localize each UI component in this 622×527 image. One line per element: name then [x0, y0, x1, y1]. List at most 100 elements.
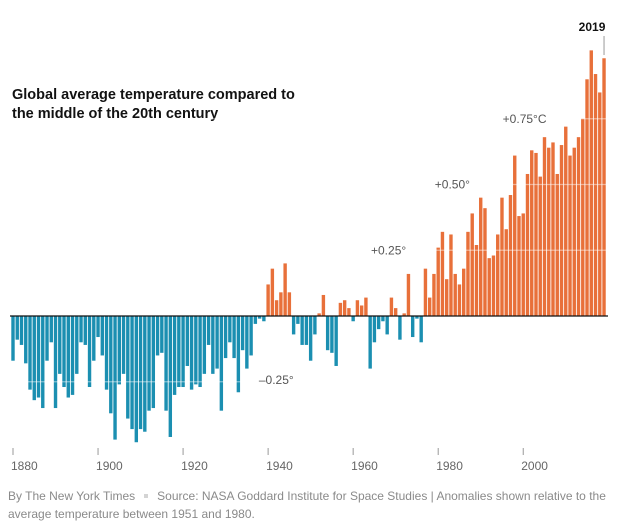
- bar-1929: [219, 316, 224, 411]
- bar-1960: [351, 316, 355, 322]
- gridline-annotation: –0.25°: [259, 373, 294, 387]
- gridline-annotation: +0.25°: [371, 243, 406, 257]
- bar-1937: [253, 316, 258, 324]
- bar-1986: [462, 268, 466, 316]
- bar-1894: [70, 316, 75, 395]
- bar-1943: [279, 292, 283, 316]
- bar-1955: [330, 316, 334, 353]
- bar-1900: [96, 316, 100, 338]
- bar-1999: [517, 216, 521, 316]
- bar-1998: [513, 155, 517, 316]
- bar-1980: [436, 247, 440, 316]
- bar-2009: [559, 145, 564, 316]
- bar-1885: [32, 316, 36, 401]
- bar-2007: [551, 142, 555, 316]
- source-note: Source: NASA Goddard Institute for Space…: [8, 489, 606, 521]
- bar-1948: [300, 316, 304, 345]
- bar-1950: [308, 316, 313, 361]
- bar-1945: [287, 292, 292, 316]
- bar-1958: [342, 300, 347, 316]
- bar-2016: [589, 50, 593, 317]
- bar-1975: [415, 316, 419, 319]
- bar-1939: [262, 316, 266, 322]
- bar-1881: [15, 316, 19, 340]
- bars-group: [11, 50, 606, 443]
- bar-2018: [598, 92, 602, 316]
- bar-2017: [593, 74, 598, 316]
- gridline-annotation: +0.75°C: [503, 112, 547, 126]
- bar-1924: [198, 316, 202, 388]
- bar-1993: [491, 255, 496, 316]
- bar-2001: [525, 173, 530, 316]
- x-tick-label-2000: 2000: [521, 459, 548, 473]
- gridline-annotation: +0.50°: [435, 178, 470, 192]
- bar-1913: [151, 316, 156, 409]
- bar-1923: [194, 316, 198, 385]
- bar-1886: [36, 316, 41, 398]
- bar-1895: [75, 316, 79, 374]
- x-axis: 1880 1900 1920 1940 1960 1980 2000: [11, 448, 548, 473]
- bar-1897: [83, 316, 87, 345]
- x-tick-label-1920: 1920: [181, 459, 208, 473]
- bar-1935: [245, 316, 249, 369]
- bar-1904: [113, 316, 117, 440]
- bar-1976: [419, 316, 423, 343]
- bar-1994: [496, 234, 500, 316]
- bar-1896: [79, 316, 83, 343]
- footer: By The New York Times Source: NASA Goddar…: [8, 487, 613, 523]
- bar-1884: [28, 316, 32, 390]
- bar-1887: [41, 316, 45, 409]
- x-tick-label-1960: 1960: [351, 459, 378, 473]
- bar-2019: [602, 58, 606, 316]
- bar-1909: [134, 316, 139, 443]
- bar-1921: [185, 316, 190, 366]
- bar-2012: [572, 147, 576, 316]
- byline: By The New York Times: [8, 489, 136, 503]
- bar-1966: [376, 316, 381, 330]
- bar-1890: [53, 316, 58, 409]
- bar-2015: [585, 79, 589, 316]
- bar-1964: [368, 316, 372, 369]
- bar-1893: [66, 316, 70, 398]
- bar-1992: [487, 258, 491, 316]
- bar-1940: [266, 284, 270, 316]
- bar-1984: [453, 273, 457, 316]
- bar-1956: [334, 316, 338, 366]
- bar-1917: [168, 316, 173, 437]
- bar-1946: [291, 316, 296, 335]
- bar-1891: [58, 316, 62, 374]
- bar-2000: [521, 213, 525, 316]
- bar-1898: [87, 316, 92, 388]
- x-tick-label-1980: 1980: [436, 459, 463, 473]
- bar-1906: [121, 316, 126, 374]
- bar-1938: [257, 316, 262, 319]
- bar-1947: [296, 316, 300, 324]
- bar-1995: [500, 197, 504, 316]
- bar-1888: [45, 316, 49, 361]
- bar-1942: [274, 300, 279, 316]
- bar-1880: [11, 316, 15, 361]
- bar-1989: [474, 244, 479, 316]
- bar-1949: [304, 316, 309, 345]
- annotations-group: +0.25° +0.50° +0.75°C –0.25°: [259, 112, 547, 387]
- bar-1899: [92, 316, 96, 361]
- bar-1914: [155, 316, 160, 356]
- bar-1907: [126, 316, 130, 419]
- bar-1889: [49, 316, 53, 343]
- bar-1951: [313, 316, 317, 335]
- gridlines-group: [10, 118, 608, 383]
- temperature-bar-chart: 1880 1900 1920 1940 1960 1980 2000 +0.25° +0.50…: [10, 20, 608, 473]
- bar-1882: [19, 316, 24, 345]
- bar-1965: [372, 316, 377, 343]
- bar-1903: [109, 316, 113, 414]
- bar-2004: [538, 176, 542, 316]
- bar-1967: [381, 316, 385, 322]
- bar-2006: [547, 147, 551, 316]
- x-tick-label-1900: 1900: [96, 459, 123, 473]
- bar-1952: [317, 313, 321, 316]
- bar-1953: [321, 294, 326, 316]
- bar-1910: [138, 316, 143, 430]
- bar-2013: [576, 137, 581, 316]
- bar-1957: [338, 302, 343, 316]
- bar-1983: [449, 234, 453, 316]
